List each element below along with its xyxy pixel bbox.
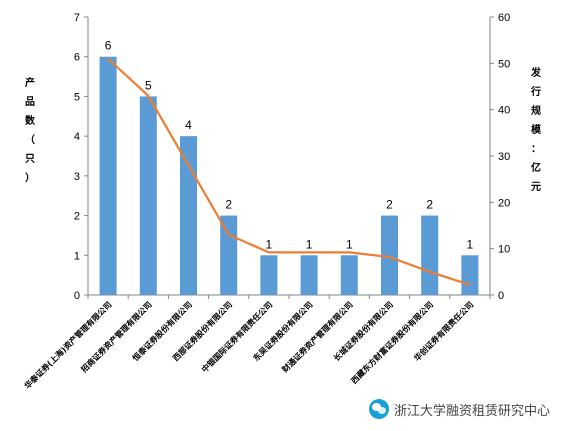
line-point xyxy=(308,251,310,254)
left-tick-label: 6 xyxy=(74,52,80,64)
bar-series: 6 5 4 2 1 1 1 2 2 1 xyxy=(99,39,479,295)
bar-data-label: 1 xyxy=(346,237,353,251)
right-tick-label: 40 xyxy=(498,105,510,117)
left-tick-label: 7 xyxy=(74,12,80,24)
bar xyxy=(421,215,439,295)
left-tick-label: 1 xyxy=(74,250,80,262)
category-labels: 华泰证券(上海)资产管理有限公司招商证券资产管理有限公司恒泰证券股份有限公司西部… xyxy=(22,299,475,390)
left-axis-title: 产品数（只） xyxy=(25,76,36,184)
right-tick-label: 50 xyxy=(498,58,510,70)
bar-data-label: 4 xyxy=(185,118,192,132)
category-label: 招商证券资产管理有限公司 xyxy=(79,299,154,374)
line-point xyxy=(348,251,351,254)
left-tick-label: 3 xyxy=(74,171,80,183)
bar xyxy=(139,96,157,295)
category-label: 华泰证券(上海)资产管理有限公司 xyxy=(22,299,113,390)
bar xyxy=(300,255,318,295)
bar xyxy=(180,136,197,295)
line-point xyxy=(107,57,109,60)
category-label: 财通证券资产管理有限公司 xyxy=(279,299,355,375)
bar-data-label: 2 xyxy=(426,198,433,212)
left-tick-label: 0 xyxy=(74,290,80,302)
bar xyxy=(461,255,479,295)
right-y-axis: 0 10 20 30 40 50 60 xyxy=(87,12,510,302)
bar-data-label: 2 xyxy=(386,198,393,212)
bar-data-label: 1 xyxy=(467,237,474,251)
right-tick-label: 10 xyxy=(498,244,510,256)
right-tick-label: 20 xyxy=(498,197,510,209)
line-point xyxy=(268,251,270,254)
right-tick-label: 0 xyxy=(498,290,504,302)
right-tick-label: 60 xyxy=(498,12,510,24)
bar-data-label: 1 xyxy=(306,237,313,251)
bar xyxy=(340,255,358,295)
line-point xyxy=(428,271,431,273)
line-point xyxy=(469,284,471,286)
line-series xyxy=(107,57,471,286)
chat-bubble-icon xyxy=(368,399,389,419)
bar-data-label: 1 xyxy=(266,237,273,251)
axis-titles: 产品数（只） 发行规模：亿元 xyxy=(25,66,542,193)
line-point xyxy=(227,233,230,236)
bar-data-label: 6 xyxy=(105,39,112,53)
left-tick-label: 4 xyxy=(74,131,80,143)
bar xyxy=(99,56,117,295)
right-tick-label: 30 xyxy=(498,151,510,163)
bar xyxy=(260,255,278,295)
category-label: 西藏东方财富证券股份有限公司 xyxy=(349,299,435,385)
left-tick-label: 2 xyxy=(74,211,80,223)
line-point xyxy=(388,256,391,258)
line-point xyxy=(147,94,150,97)
left-y-axis: 0 1 2 3 4 5 6 7 xyxy=(74,12,89,302)
left-tick-label: 5 xyxy=(74,91,80,103)
bar xyxy=(220,215,238,295)
watermark: 浙江大学融资租赁研究中心 xyxy=(368,399,550,419)
right-axis-title: 发行规模：亿元 xyxy=(530,66,542,193)
bar-data-label: 5 xyxy=(145,78,152,92)
category-label: 中银国际证券有限责任公司 xyxy=(199,299,274,374)
bar xyxy=(381,215,398,295)
bar-data-label: 2 xyxy=(225,198,232,212)
line-path xyxy=(107,57,471,286)
watermark-text: 浙江大学融资租赁研究中心 xyxy=(393,403,550,419)
line-point xyxy=(187,164,190,167)
